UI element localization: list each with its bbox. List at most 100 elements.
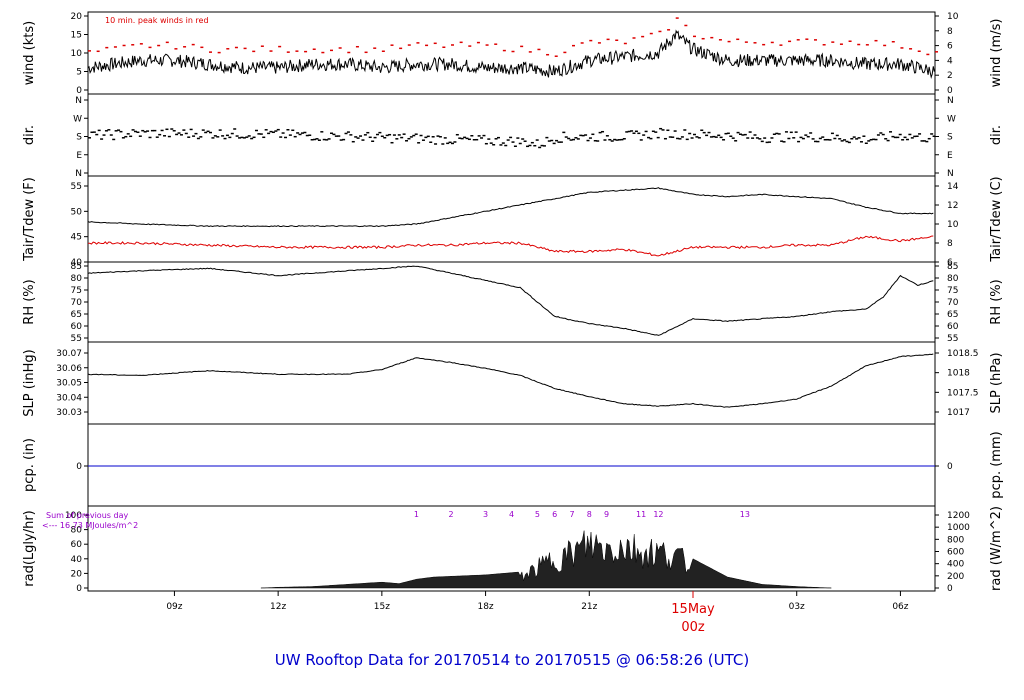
right-tick-label: 6 [947, 42, 953, 52]
temp-series-0 [87, 187, 934, 228]
left-tick-label: 30.05 [56, 379, 82, 389]
hour-label: 3 [483, 510, 488, 519]
hour-label: 2 [448, 510, 453, 519]
right-tick-label: S [947, 133, 953, 143]
hour-label: 4 [509, 510, 514, 519]
time-tick-label: 21z [581, 602, 597, 612]
right-tick-label: 200 [947, 572, 964, 582]
right-tick-label: N [947, 169, 954, 179]
panel-frame [87, 261, 936, 343]
rh-series-0 [87, 265, 934, 336]
left-tick-label: 0 [76, 584, 82, 594]
right-tick-label: 75 [947, 286, 958, 296]
panel-frame [87, 341, 936, 425]
hour-label: 1 [414, 510, 419, 519]
right-axis-label: wind (m/s) [989, 19, 1004, 88]
right-tick-label: 600 [947, 548, 964, 558]
right-tick-label: 6 [947, 258, 953, 268]
time-tick-label: 18z [477, 602, 493, 612]
left-tick-label: 85 [71, 262, 82, 272]
left-axis-label: SLP (inHg) [22, 349, 37, 417]
panel-frame [87, 11, 936, 95]
left-tick-label: 60 [71, 540, 83, 550]
right-tick-label: 1018 [947, 369, 970, 379]
right-tick-label: 10 [947, 12, 959, 22]
time-tick-label: 03z [789, 602, 805, 612]
left-tick-label: 20 [71, 12, 83, 22]
right-tick-label: 12 [947, 201, 958, 211]
hour-label: 7 [569, 510, 574, 519]
left-axis-label: pcp. (in) [22, 438, 37, 492]
right-tick-label: 0 [947, 584, 953, 594]
right-tick-label: 80 [947, 274, 959, 284]
panel-rad: 100806040200120010008006004002000rad(Lgl… [22, 505, 1004, 594]
left-tick-label: E [76, 151, 82, 161]
left-tick-label: 30.07 [56, 349, 82, 359]
right-axis-label: rad (W/m^2) [989, 506, 1004, 591]
left-tick-label: 30.03 [56, 408, 82, 418]
right-tick-label: 0 [947, 462, 953, 472]
right-tick-label: 10 [947, 220, 959, 230]
left-axis-label: Tair/Tdew (F) [22, 177, 37, 262]
right-tick-label: 0 [947, 86, 953, 96]
left-axis-label: rad(Lgly/hr) [22, 510, 37, 586]
time-tick-label: 12z [270, 602, 286, 612]
right-axis-label: pcp. (mm) [989, 431, 1004, 498]
radiation-area [260, 530, 832, 589]
right-tick-label: 14 [947, 182, 959, 192]
time-tick-label: 09z [166, 602, 182, 612]
right-tick-label: 55 [947, 334, 958, 344]
left-tick-label: 40 [71, 258, 83, 268]
left-tick-label: 30.06 [56, 364, 82, 374]
left-tick-label: N [75, 169, 82, 179]
left-tick-label: S [76, 133, 82, 143]
left-tick-label: 0 [76, 462, 82, 472]
left-axis-label: RH (%) [22, 279, 37, 324]
temp-series-1 [88, 235, 934, 257]
left-tick-label: 0 [76, 86, 82, 96]
right-tick-label: 65 [947, 310, 958, 320]
left-axis-label: wind (kts) [22, 21, 37, 85]
hour-label: 9 [604, 510, 609, 519]
hour-label: 8 [587, 510, 592, 519]
time-tick-label: 15z [374, 602, 390, 612]
right-tick-label: 2 [947, 71, 953, 81]
hour-label: 12 [653, 510, 663, 519]
wind-series-0 [87, 29, 935, 79]
right-tick-label: 8 [947, 239, 953, 249]
time-axis: 09z 12z 15z 18z 21z 03z 06z 15May 00z [166, 591, 909, 635]
radiation-annotation: Sum of previous day [46, 511, 128, 520]
left-tick-label: N [75, 96, 82, 106]
right-tick-label: N [947, 96, 954, 106]
left-tick-label: 55 [71, 334, 82, 344]
right-tick-label: 1018.5 [947, 349, 979, 359]
left-tick-label: 50 [71, 207, 83, 217]
right-axis-label: RH (%) [989, 279, 1004, 324]
day-marker-date: 15May [671, 602, 715, 617]
left-tick-label: W [73, 114, 82, 124]
left-tick-label: 15 [71, 31, 82, 41]
panel-temp: 55 50 45 40 14 12 10 8 6 Tair/Tdew (F) Tair/Tdew (… [22, 175, 1004, 268]
panel-annotation: 10 min. peak winds in red [105, 16, 209, 25]
right-tick-label: 1017 [947, 408, 970, 418]
right-tick-label: W [947, 114, 956, 124]
panel-frame [87, 93, 936, 177]
left-tick-label: 80 [71, 526, 83, 536]
page-title: UW Rooftop Data for 20170514 to 20170515… [275, 651, 749, 669]
slp-series-0 [87, 353, 934, 408]
right-tick-label: 8 [947, 27, 953, 37]
left-tick-label: 100 [65, 511, 82, 521]
left-tick-label: 80 [71, 274, 83, 284]
right-axis-label: dir. [989, 125, 1004, 145]
right-axis-label: SLP (hPa) [989, 352, 1004, 413]
left-tick-label: 60 [71, 322, 83, 332]
panel-pcp: 0 0 pcp. (in) pcp. (mm) [22, 423, 1004, 507]
panel-rh: 85 80 75 70 65 60 55 85 80 75 70 65 60 55 RH (%) RH (%) [22, 261, 1004, 344]
right-tick-label: 1200 [947, 511, 970, 521]
right-axis-label: Tair/Tdew (C) [989, 176, 1004, 262]
panel-slp: 30.07 30.06 30.05 30.04 30.03 1018.5 1018 1017.… [22, 341, 1004, 425]
